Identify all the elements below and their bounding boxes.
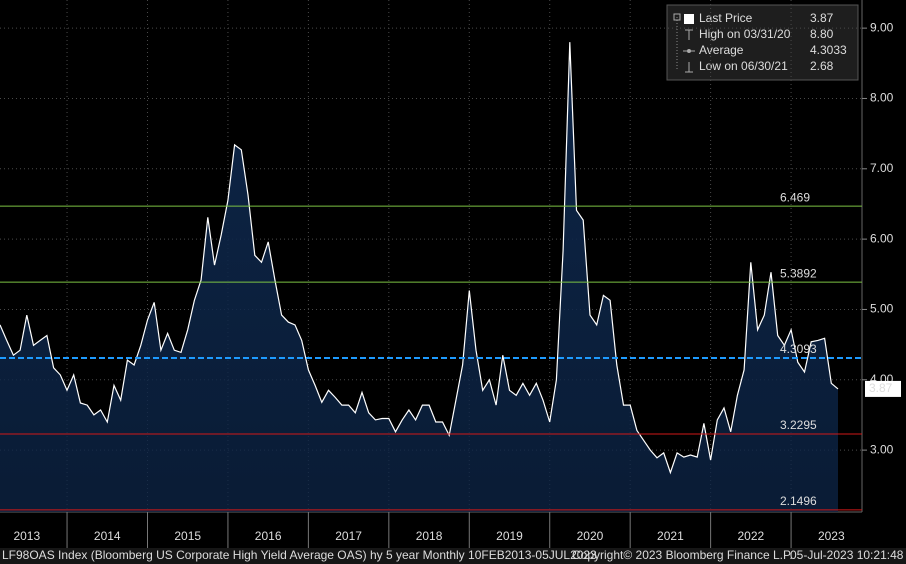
legend-value: 2.68	[810, 59, 834, 73]
y-tick-label: 3.00	[870, 442, 894, 456]
legend-name: Last Price	[699, 11, 753, 25]
footer-text: 05-Jul-2023 10:21:48	[790, 548, 904, 562]
reference-label: 4.3093	[780, 342, 817, 356]
reference-label: 2.1496	[780, 494, 817, 508]
legend-icon	[684, 14, 694, 24]
legend: Last Price 3.87 High on 03/31/20 8.80 Averag…	[666, 4, 859, 81]
y-tick-label: 8.00	[870, 91, 894, 105]
x-tick-label: 2016	[255, 529, 282, 543]
legend-value: 3.87	[810, 11, 834, 25]
legend-box	[666, 4, 859, 81]
area	[0, 42, 838, 512]
x-tick-label: 2014	[94, 529, 121, 543]
x-tick-label: 2023	[818, 529, 845, 543]
legend-name: Low on 06/30/21	[699, 59, 788, 73]
y-tick-label: 5.00	[870, 302, 894, 316]
line	[0, 42, 839, 475]
x-tick-label: 2019	[496, 529, 523, 543]
reference-label: 5.3892	[780, 266, 817, 280]
y-tick-label: 9.00	[870, 20, 894, 34]
x-tick-label: 2018	[416, 529, 443, 543]
footer-text: Copyright© 2023 Bloomberg Finance L.P.	[572, 548, 793, 562]
legend-name: High on 03/31/20	[699, 27, 791, 41]
y-tick-label: 6.00	[870, 231, 894, 245]
last-price-label: 3.87	[869, 381, 893, 395]
footer-band	[0, 548, 906, 564]
x-tick-label: 2022	[737, 529, 764, 543]
x-tick-label: 2017	[335, 529, 362, 543]
legend-name: Average	[699, 43, 744, 57]
reference-label: 3.2295	[780, 418, 817, 432]
reference-label: 6.469	[780, 190, 810, 204]
last-price-tag	[865, 380, 901, 397]
legend-collapse	[673, 13, 681, 21]
x-tick-label: 2020	[577, 529, 604, 543]
x-tick-label: 2013	[13, 529, 40, 543]
legend-value: 4.3033	[810, 43, 847, 57]
y-tick-label: 7.00	[870, 161, 894, 175]
x-tick-label: 2021	[657, 529, 684, 543]
footer-text: LF98OAS Index (Bloomberg US Corporate Hi…	[2, 548, 597, 562]
legend-icon	[687, 49, 691, 53]
x-tick-label: 2015	[174, 529, 201, 543]
legend-value: 8.80	[810, 27, 834, 41]
